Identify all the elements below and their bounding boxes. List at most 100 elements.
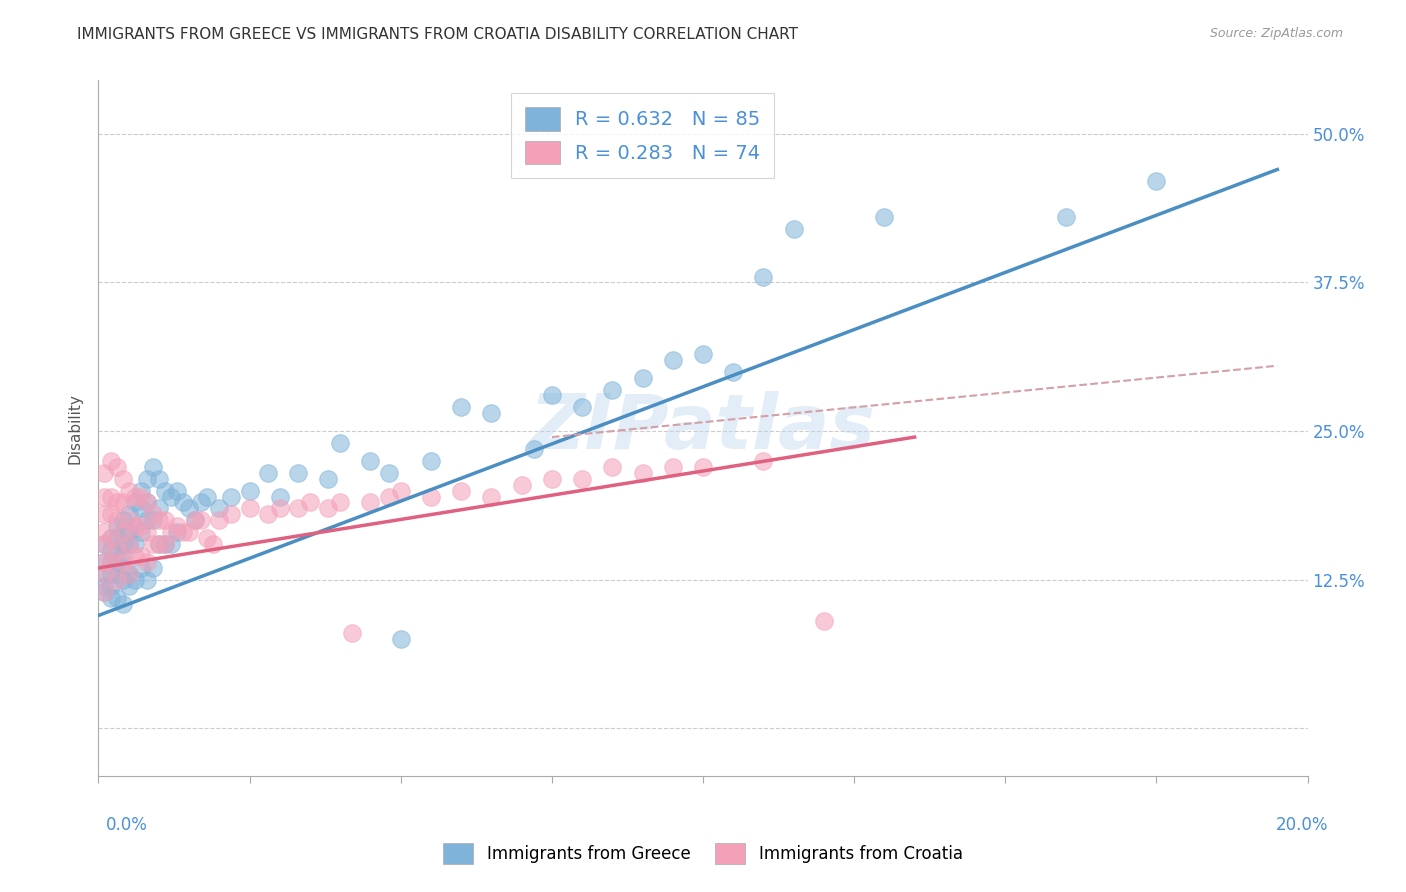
Point	[287, 501, 309, 516]
Point	[202, 537, 225, 551]
Point	[160, 525, 183, 540]
Point	[105, 543, 128, 558]
Point	[166, 525, 188, 540]
Point	[190, 495, 212, 509]
Point	[172, 525, 194, 540]
Point	[256, 466, 278, 480]
Point	[93, 525, 115, 540]
Point	[142, 537, 165, 551]
Point	[118, 525, 141, 540]
Point	[166, 519, 188, 533]
Point	[287, 466, 309, 480]
Point	[148, 501, 170, 516]
Point	[723, 365, 745, 379]
Point	[111, 472, 134, 486]
Point	[118, 579, 141, 593]
Point	[100, 454, 122, 468]
Point	[100, 531, 122, 545]
Point	[481, 406, 503, 420]
Point	[93, 566, 115, 581]
Point	[239, 501, 262, 516]
Point	[692, 459, 714, 474]
Point	[129, 561, 152, 575]
Point	[692, 347, 714, 361]
Point	[142, 459, 165, 474]
Point	[105, 495, 128, 509]
Point	[111, 495, 134, 509]
Text: ZIPatlas: ZIPatlas	[530, 392, 876, 465]
Point	[129, 501, 152, 516]
Point	[221, 508, 243, 522]
Point	[100, 579, 122, 593]
Point	[142, 561, 165, 575]
Point	[179, 525, 201, 540]
Point	[135, 573, 157, 587]
Point	[111, 573, 134, 587]
Point	[420, 454, 443, 468]
Point	[153, 537, 176, 551]
Point	[195, 490, 218, 504]
Text: 20.0%: 20.0%	[1277, 816, 1329, 834]
Point	[190, 513, 212, 527]
Point	[377, 490, 399, 504]
Point	[111, 513, 134, 527]
Point	[105, 513, 128, 527]
Point	[148, 537, 170, 551]
Point	[631, 466, 654, 480]
Point	[873, 210, 896, 224]
Point	[93, 490, 115, 504]
Point	[316, 501, 339, 516]
Point	[160, 490, 183, 504]
Point	[269, 490, 291, 504]
Point	[111, 561, 134, 575]
Point	[124, 495, 146, 509]
Point	[93, 566, 115, 581]
Point	[93, 466, 115, 480]
Point	[129, 483, 152, 498]
Point	[118, 566, 141, 581]
Legend: Immigrants from Greece, Immigrants from Croatia: Immigrants from Greece, Immigrants from …	[437, 837, 969, 871]
Point	[105, 543, 128, 558]
Point	[208, 513, 231, 527]
Point	[124, 519, 146, 533]
Point	[100, 490, 122, 504]
Point	[540, 388, 562, 402]
Point	[100, 508, 122, 522]
Point	[481, 490, 503, 504]
Point	[166, 483, 188, 498]
Point	[111, 537, 134, 551]
Point	[118, 537, 141, 551]
Point	[100, 531, 122, 545]
Point	[105, 591, 128, 605]
Point	[111, 525, 134, 540]
Point	[93, 508, 115, 522]
Point	[316, 472, 339, 486]
Point	[172, 495, 194, 509]
Point	[377, 466, 399, 480]
Point	[450, 483, 472, 498]
Point	[342, 626, 364, 640]
Point	[105, 555, 128, 569]
Point	[100, 566, 122, 581]
Point	[135, 525, 157, 540]
Text: Source: ZipAtlas.com: Source: ZipAtlas.com	[1209, 27, 1343, 40]
Point	[752, 454, 775, 468]
Point	[602, 383, 624, 397]
Point	[661, 352, 683, 367]
Point	[148, 472, 170, 486]
Point	[100, 591, 122, 605]
Text: IMMIGRANTS FROM GREECE VS IMMIGRANTS FROM CROATIA DISABILITY CORRELATION CHART: IMMIGRANTS FROM GREECE VS IMMIGRANTS FRO…	[77, 27, 799, 42]
Point	[239, 483, 262, 498]
Text: 0.0%: 0.0%	[105, 816, 148, 834]
Point	[184, 513, 207, 527]
Point	[129, 519, 152, 533]
Point	[153, 483, 176, 498]
Point	[118, 483, 141, 498]
Point	[93, 584, 115, 599]
Point	[752, 269, 775, 284]
Point	[208, 501, 231, 516]
Point	[389, 632, 412, 647]
Point	[100, 555, 122, 569]
Point	[571, 472, 593, 486]
Point	[1144, 174, 1167, 188]
